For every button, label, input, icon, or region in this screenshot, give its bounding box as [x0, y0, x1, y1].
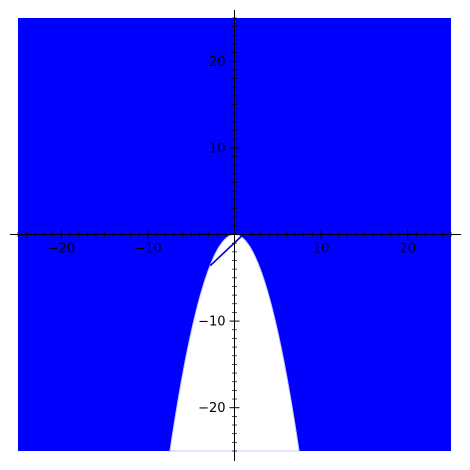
x-tick-label: −10 — [134, 242, 161, 257]
x-tick-label: 10 — [313, 242, 330, 257]
axes — [10, 10, 461, 461]
y-tick-label: 10 — [209, 141, 226, 156]
x-tick-label: −20 — [48, 242, 75, 257]
x-tick-label: 20 — [399, 242, 416, 257]
y-tick-label: −10 — [198, 315, 225, 330]
tick-labels: −20 −10 10 20 −20 −10 10 20 — [48, 55, 416, 416]
y-tick-label: −20 — [198, 401, 225, 416]
region-line-segment — [209, 235, 242, 267]
y-tick-label: 20 — [209, 55, 226, 70]
